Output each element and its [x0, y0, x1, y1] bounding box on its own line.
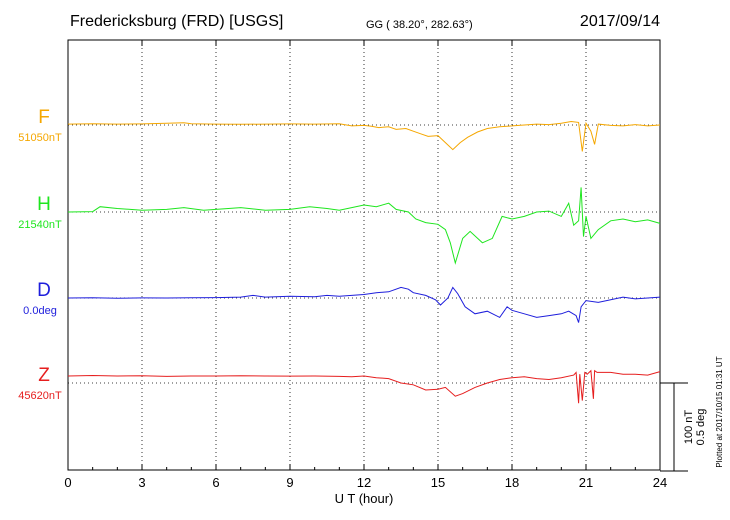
- station-coordinates: GG ( 38.20°, 282.63°): [366, 19, 473, 31]
- x-tick-label: 12: [357, 475, 371, 490]
- x-tick-label: 24: [653, 475, 667, 490]
- series-line-d: [67, 286, 661, 323]
- plotted-timestamp: Plotted at 2017/10/15 01:31 UT: [715, 356, 724, 467]
- x-tick-label: 0: [64, 475, 71, 490]
- series-baseline-d: 0.0deg: [23, 305, 57, 317]
- series-line-h: [67, 187, 661, 265]
- series-name-h: H: [37, 194, 51, 215]
- x-axis-ticks: 0 3 6 9 12 15 18 21 24: [64, 40, 667, 490]
- station-title: Fredericksburg (FRD) [USGS]: [70, 13, 283, 30]
- x-tick-label: 15: [431, 475, 445, 490]
- x-tick-label: 9: [286, 475, 293, 490]
- series-name-f: F: [38, 107, 50, 128]
- x-tick-label: 3: [138, 475, 145, 490]
- x-tick-label: 21: [579, 475, 593, 490]
- series-baseline-z: 45620nT: [18, 390, 62, 402]
- x-tick-label: 18: [505, 475, 519, 490]
- series-baseline-h: 21540nT: [18, 219, 62, 231]
- series-baseline-f: 51050nT: [18, 132, 62, 144]
- series-labels: F 51050nT H 21540nT D 0.0deg Z 45620nT: [18, 107, 62, 402]
- scale-bar: 100 nT 0.5 deg: [660, 382, 707, 472]
- chart-grid: [68, 40, 660, 470]
- series-line-z: [67, 369, 661, 404]
- plot-date: 2017/09/14: [580, 13, 660, 30]
- scale-label-deg: 0.5 deg: [695, 409, 707, 446]
- series-line-f: [67, 120, 661, 152]
- x-tick-label: 6: [212, 475, 219, 490]
- series-name-z: Z: [38, 365, 50, 386]
- series-name-d: D: [37, 280, 51, 301]
- x-axis-label: U T (hour): [335, 491, 394, 506]
- series-group: [67, 120, 661, 404]
- scale-label-nt: 100 nT: [683, 410, 695, 445]
